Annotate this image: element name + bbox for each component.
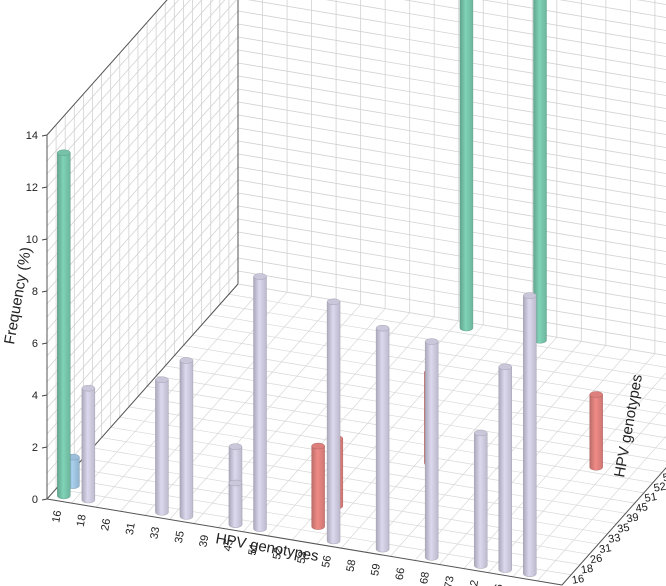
y-tick-label: 33 <box>607 532 621 546</box>
x-tick-label: 6 <box>493 583 506 586</box>
x-tick-label: 52 <box>271 546 285 560</box>
bar-51-16 <box>253 273 267 532</box>
bar-6-53 <box>589 391 603 471</box>
y-tick-label: 52 <box>653 481 666 495</box>
bar-53-18 <box>311 442 325 530</box>
z-tick-label: 0 <box>32 494 38 506</box>
x-tick-label: 18 <box>75 514 89 528</box>
z-axis-title: Frequency (%) <box>1 246 35 346</box>
x-tick-label: 26 <box>99 518 113 532</box>
x-tick-label: 16 <box>50 509 64 523</box>
bar-35-16 <box>179 357 194 520</box>
y-axis-title: HPV genotypes <box>611 373 646 479</box>
x-tick-label: 53 <box>296 550 310 564</box>
bar-59-16 <box>375 324 390 553</box>
z-tick-label: 2 <box>32 442 38 454</box>
bar-45-16 <box>228 479 243 528</box>
x-tick-label: 66 <box>394 567 408 581</box>
y-tick-label: 39 <box>626 511 640 525</box>
y-tick-label: 16 <box>571 573 585 586</box>
x-tick-label: 58 <box>345 559 359 573</box>
bar-82-16 <box>474 429 488 569</box>
x-tick-label: 33 <box>148 526 162 540</box>
x-tick-label: 73 <box>443 575 457 586</box>
bar-6-16 <box>498 363 512 573</box>
z-tick-label: 8 <box>32 286 38 298</box>
bar-56-16 <box>326 298 341 545</box>
x-tick-label: 45 <box>222 538 236 552</box>
x-tick-label: 82 <box>467 579 481 586</box>
bar-11-16 <box>523 292 537 577</box>
bar-single-52 <box>459 0 474 332</box>
z-tick-label: 12 <box>26 182 38 194</box>
y-tick-label: 35 <box>616 522 630 536</box>
bar-33-16 <box>155 376 169 516</box>
y-tick-label: 45 <box>635 501 649 515</box>
x-tick-label: 39 <box>197 534 211 548</box>
chart-bars <box>57 0 603 577</box>
y-tick-label: 18 <box>580 563 594 577</box>
z-tick-label: 10 <box>26 234 38 246</box>
z-tick-label: 4 <box>32 390 38 402</box>
z-tick-label: 6 <box>32 338 38 350</box>
x-tick-label: 35 <box>173 530 187 544</box>
x-tick-label: 59 <box>369 563 383 577</box>
y-tick-label: 31 <box>598 542 612 556</box>
y-tick-label: 51 <box>644 491 658 505</box>
z-tick-label: 14 <box>26 130 38 142</box>
x-tick-label: 56 <box>320 555 334 569</box>
bar-single-16 <box>57 149 71 500</box>
x-tick-label: 31 <box>124 522 138 536</box>
bar-18-16 <box>81 385 96 504</box>
y-tick-label: 53 <box>662 471 666 485</box>
bar-single-58 <box>533 0 547 344</box>
x-tick-label: 51 <box>246 542 260 556</box>
y-tick-label: 26 <box>589 552 603 566</box>
x-tick-label: 68 <box>418 571 432 585</box>
chart-walls <box>46 0 666 500</box>
bar-68-16 <box>424 338 439 561</box>
